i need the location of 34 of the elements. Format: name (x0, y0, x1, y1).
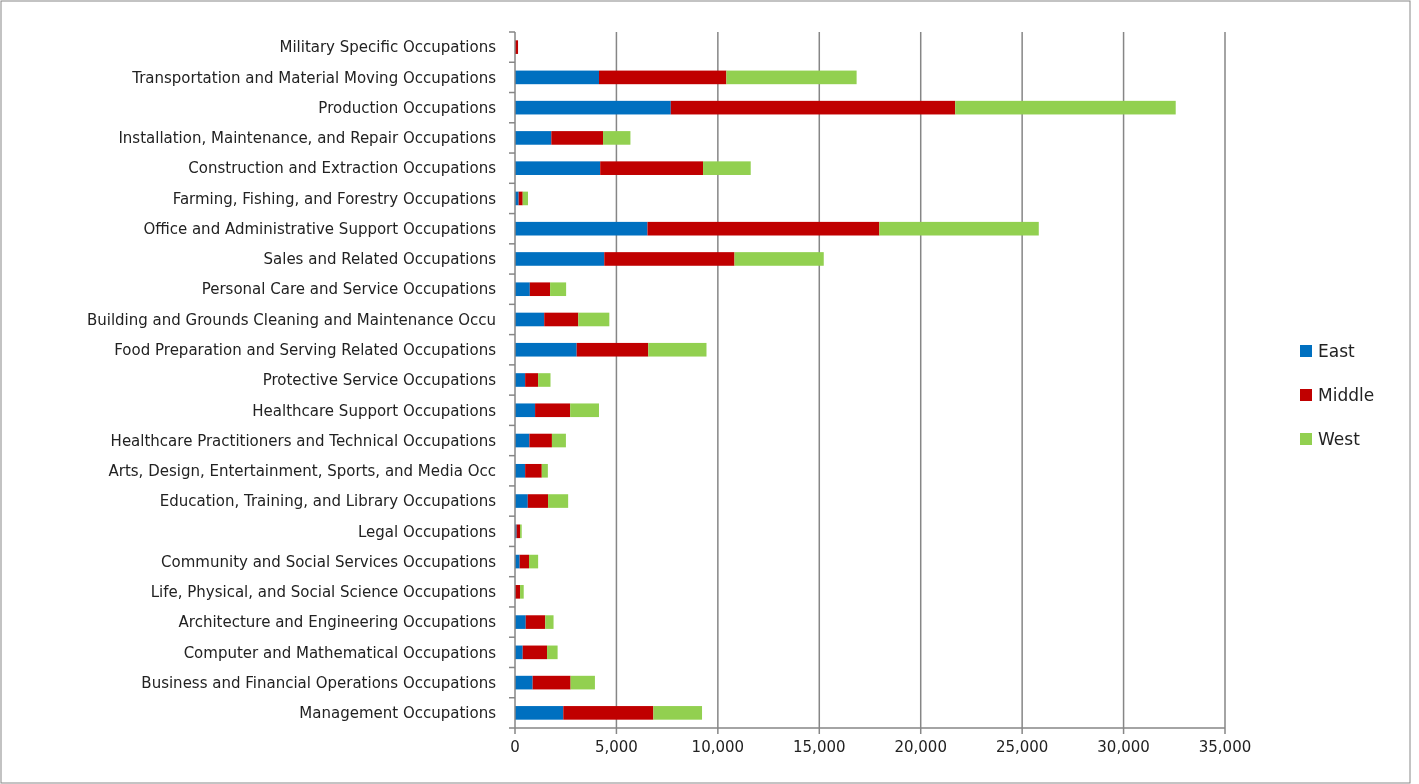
y-tick-label: Healthcare Practitioners and Technical Occupations (110, 431, 497, 450)
x-tick-label: 0 (510, 738, 520, 756)
x-tick-label: 35,000 (1198, 738, 1252, 756)
y-tick-label: Personal Care and Service Occupations (201, 280, 497, 299)
y-tick-label: Protective Service Occupations (262, 371, 497, 390)
y-tick-label: Office and Administrative Support Occupations (143, 219, 497, 238)
y-tick-label: Construction and Extraction Occupations (188, 159, 497, 178)
y-tick-label: Management Occupations (299, 704, 497, 723)
legend-label: West (1318, 428, 1361, 449)
y-tick-label: Sales and Related Occupations (263, 250, 497, 269)
y-tick-label: Arts, Design, Entertainment, Sports, and Media Occ (108, 462, 496, 481)
legend-label: Middle (1318, 384, 1375, 405)
y-tick-label: Building and Grounds Cleaning and Maintenance Occu (86, 310, 496, 329)
x-tick-label: 20,000 (894, 738, 947, 756)
y-tick-label: Healthcare Support Occupations (252, 401, 497, 420)
x-tick-label: 15,000 (793, 738, 846, 756)
y-tick-label: Installation, Maintenance, and Repair Occupations (118, 129, 497, 148)
y-tick-label: Military Specific Occupations (279, 38, 497, 57)
y-tick-label: Production Occupations (318, 98, 497, 117)
y-tick-label: Architecture and Engineering Occupations (178, 613, 497, 632)
x-tick-label: 5,000 (594, 738, 638, 756)
x-tick-label: 10,000 (691, 738, 745, 756)
y-tick-label: Transportation and Material Moving Occupations (131, 68, 497, 87)
x-tick-label: 30,000 (1097, 738, 1150, 756)
y-tick-label: Education, Training, and Library Occupations (159, 492, 497, 511)
x-tick-label: 25,000 (995, 738, 1049, 756)
y-tick-label: Business and Financial Operations Occupations (141, 673, 497, 692)
y-tick-label: Farming, Fishing, and Forestry Occupations (172, 189, 497, 208)
y-tick-label: Community and Social Services Occupations (161, 552, 497, 571)
legend-label: East (1318, 340, 1356, 361)
y-tick-label: Computer and Mathematical Occupations (183, 643, 497, 662)
y-tick-label: Food Preparation and Serving Related Occupations (114, 340, 497, 359)
y-tick-label: Life, Physical, and Social Science Occupations (150, 583, 497, 602)
y-tick-label: Legal Occupations (357, 522, 497, 541)
